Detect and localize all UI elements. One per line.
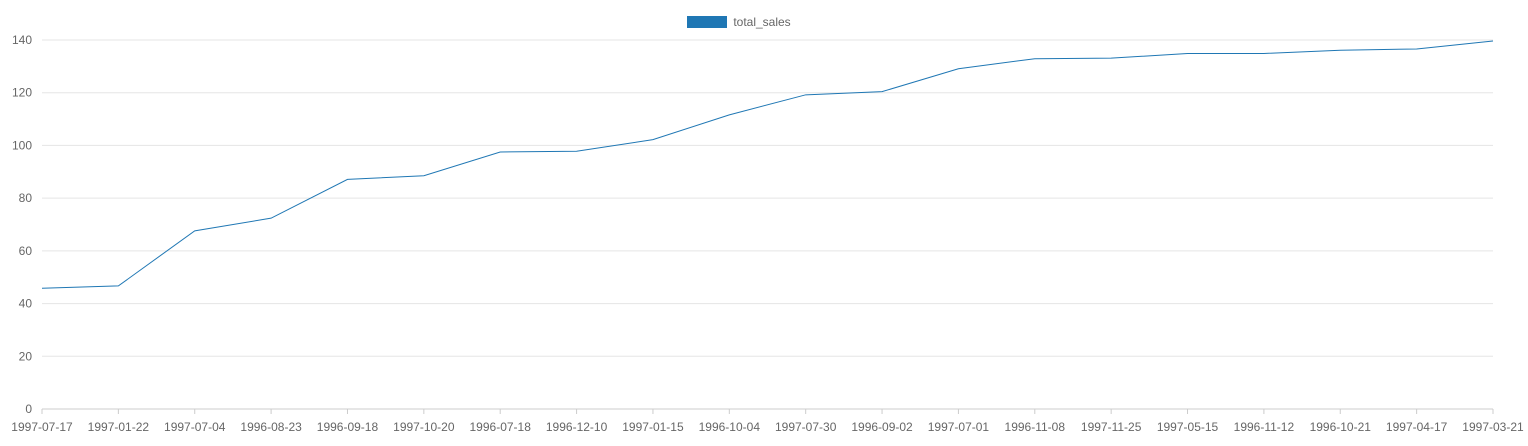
legend-item-total-sales[interactable]: total_sales <box>687 15 791 29</box>
x-tick-label: 1997-10-20 <box>393 420 455 434</box>
data-point[interactable] <box>650 137 656 143</box>
legend-label: total_sales <box>733 15 791 29</box>
x-tick-label: 1997-07-30 <box>775 420 837 434</box>
x-tick-label: 1996-11-12 <box>1234 420 1295 434</box>
data-point[interactable] <box>1185 50 1191 56</box>
x-tick-label: 1997-07-01 <box>928 420 990 434</box>
x-tick-label: 1997-01-22 <box>88 420 150 434</box>
data-point[interactable] <box>1032 56 1038 62</box>
data-point[interactable] <box>1337 47 1343 53</box>
x-tick-label: 1996-12-10 <box>546 420 608 434</box>
data-point[interactable] <box>1261 50 1267 56</box>
data-point[interactable] <box>803 92 809 98</box>
y-tick-label: 60 <box>19 244 33 258</box>
x-tick-label: 1996-08-23 <box>240 420 302 434</box>
data-point[interactable] <box>268 215 274 221</box>
data-point[interactable] <box>1414 46 1420 52</box>
x-tick-label: 1996-09-18 <box>317 420 379 434</box>
data-point[interactable] <box>39 285 45 291</box>
data-point[interactable] <box>879 89 885 95</box>
x-tick-label: 1996-10-21 <box>1310 420 1372 434</box>
x-tick-label: 1996-11-08 <box>1005 420 1066 434</box>
data-point[interactable] <box>574 148 580 154</box>
x-tick-label: 1996-09-02 <box>851 420 913 434</box>
x-tick-label: 1997-03-21 <box>1462 420 1524 434</box>
legend: total_sales <box>0 15 1528 29</box>
series-line-total-sales <box>41 40 1494 289</box>
data-point[interactable] <box>1108 55 1114 61</box>
x-tick-label: 1997-07-17 <box>11 420 73 434</box>
y-tick-label: 140 <box>12 33 32 47</box>
x-tick-label: 1997-11-25 <box>1081 420 1142 434</box>
x-tick-label: 1997-05-15 <box>1157 420 1219 434</box>
data-point[interactable] <box>192 228 198 234</box>
data-point[interactable] <box>955 66 961 72</box>
y-tick-label: 20 <box>19 349 33 363</box>
y-tick-label: 120 <box>12 86 32 100</box>
x-tick-label: 1997-01-15 <box>622 420 684 434</box>
x-tick-label: 1997-04-17 <box>1386 420 1448 434</box>
data-point[interactable] <box>726 112 732 118</box>
data-point[interactable] <box>1490 38 1496 44</box>
data-point[interactable] <box>497 149 503 155</box>
y-tick-label: 0 <box>25 402 32 416</box>
data-point[interactable] <box>344 176 350 182</box>
legend-swatch <box>687 16 728 28</box>
data-point[interactable] <box>115 283 121 289</box>
y-tick-label: 100 <box>12 138 32 152</box>
y-tick-label: 80 <box>19 191 33 205</box>
data-point[interactable] <box>421 173 427 179</box>
x-tick-label: 1996-10-04 <box>699 420 761 434</box>
x-tick-label: 1997-07-04 <box>164 420 226 434</box>
y-tick-label: 40 <box>19 297 33 311</box>
x-tick-label: 1996-07-18 <box>470 420 532 434</box>
